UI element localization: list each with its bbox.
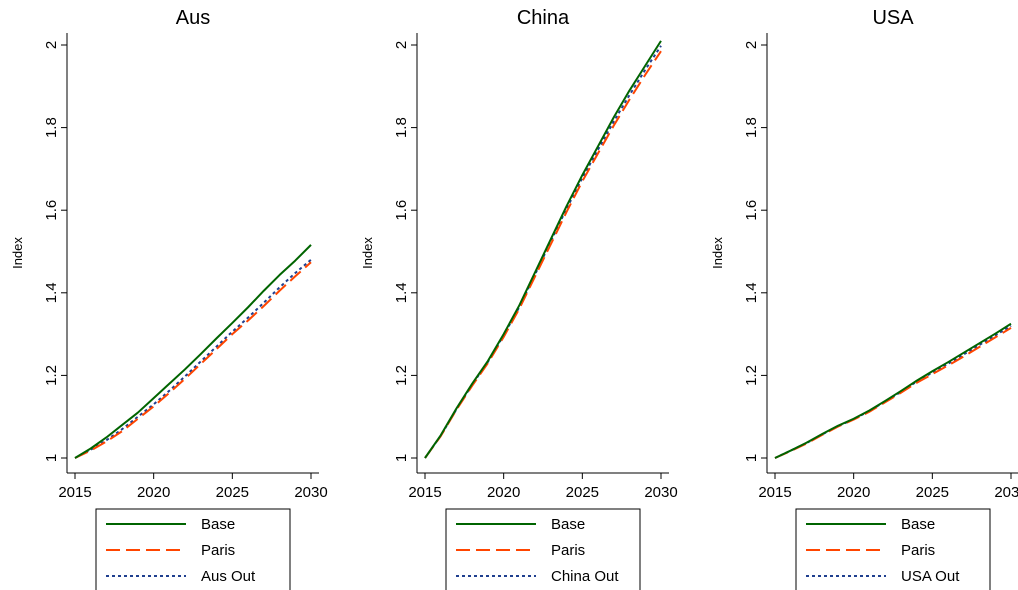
legend-label: Base xyxy=(901,516,935,533)
x-tick-label: 2030 xyxy=(644,484,677,501)
x-tick-label: 2020 xyxy=(487,484,520,501)
series-line-aus-out xyxy=(74,258,312,459)
legend-label: Aus Out xyxy=(201,568,256,585)
legend-box xyxy=(95,508,291,590)
y-tick-label: 2 xyxy=(743,41,760,49)
legend-label: Base xyxy=(551,516,585,533)
chart-panel-china: China 1 1.2 1.4 1.6 1.8 2 Index 2015 2020 2025 2030… xyxy=(360,7,678,590)
chart-panel-usa: USA 1 1.2 1.4 1.6 1.8 2 Index 2015 2020 2025 2030 Ba… xyxy=(710,7,1018,590)
series-line-base xyxy=(424,40,662,459)
y-tick-label: 2 xyxy=(393,41,410,49)
y-tick-label: 1.4 xyxy=(743,282,760,303)
x-tick-label: 2025 xyxy=(216,484,249,501)
y-tick-label: 1.6 xyxy=(43,200,60,221)
x-tick-label: 2030 xyxy=(294,484,327,501)
y-tick-label: 1.8 xyxy=(743,117,760,138)
y-tick-label: 1.2 xyxy=(743,365,760,386)
series-line-paris xyxy=(74,261,312,459)
y-tick-label: 2 xyxy=(43,41,60,49)
chart-title: Aus xyxy=(176,7,210,29)
legend-label: China Out xyxy=(551,568,619,585)
y-tick-label: 1.8 xyxy=(393,117,410,138)
y-tick-label: 1.2 xyxy=(393,365,410,386)
legend-box xyxy=(795,508,991,590)
x-tick-label: 2020 xyxy=(137,484,170,501)
y-tick-label: 1.8 xyxy=(43,117,60,138)
x-tick-label: 2015 xyxy=(758,484,791,501)
y-axis-title: Index xyxy=(710,237,725,269)
y-tick-label: 1 xyxy=(743,454,760,462)
y-tick-label: 1.4 xyxy=(43,282,60,303)
chart-title: China xyxy=(517,7,570,29)
series-line-base xyxy=(74,244,312,459)
y-tick-label: 1 xyxy=(43,454,60,462)
x-tick-label: 2020 xyxy=(837,484,870,501)
chart-panel-aus: Aus 1 1.2 1.4 1.6 1.8 2 Index 2015 2020 2025 2030 Ba… xyxy=(10,7,328,590)
y-tick-label: 1.4 xyxy=(393,282,410,303)
legend-label: Paris xyxy=(901,542,935,559)
y-tick-label: 1.2 xyxy=(43,365,60,386)
legend-label: Paris xyxy=(201,542,235,559)
x-tick-label: 2030 xyxy=(994,484,1018,501)
y-axis-title: Index xyxy=(10,237,25,269)
x-tick-label: 2025 xyxy=(916,484,949,501)
series-line-base xyxy=(774,322,1012,459)
y-axis-title: Index xyxy=(360,237,375,269)
x-tick-label: 2015 xyxy=(58,484,91,501)
legend-label: USA Out xyxy=(901,568,960,585)
y-tick-label: 1.6 xyxy=(393,200,410,221)
x-tick-label: 2025 xyxy=(566,484,599,501)
legend-label: Paris xyxy=(551,542,585,559)
y-tick-label: 1 xyxy=(393,454,410,462)
chart-title: USA xyxy=(872,7,914,29)
y-tick-label: 1.6 xyxy=(743,200,760,221)
x-tick-label: 2015 xyxy=(408,484,441,501)
legend-label: Base xyxy=(201,516,235,533)
